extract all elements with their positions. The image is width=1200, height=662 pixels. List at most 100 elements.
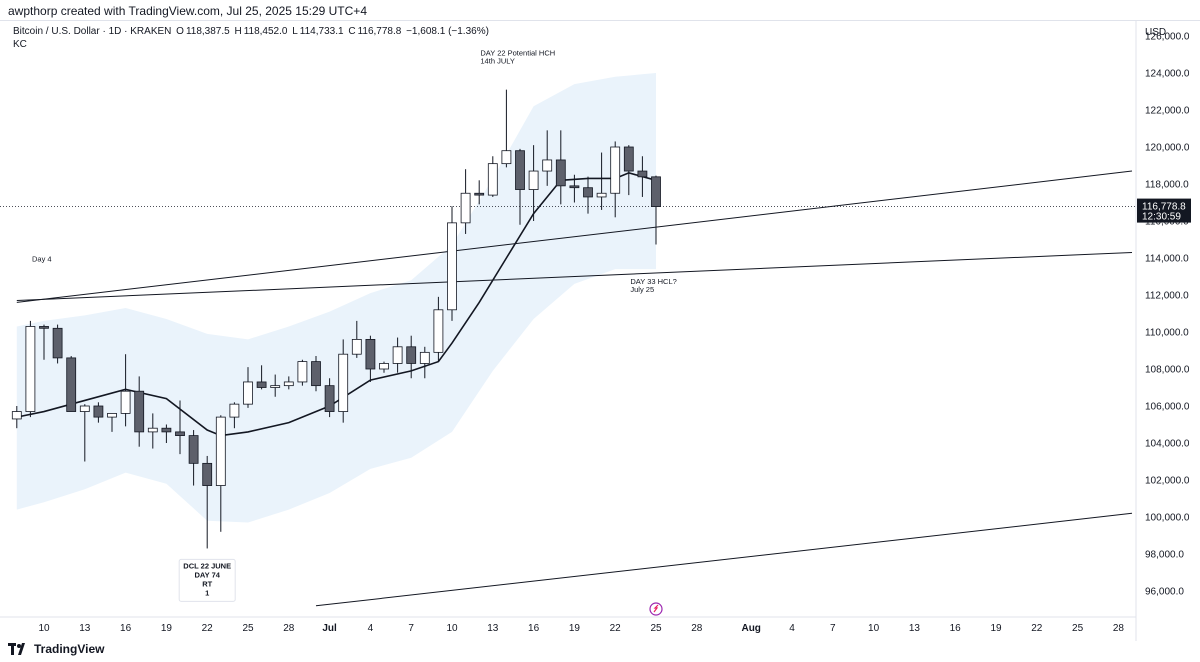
y-tick-label: 114,000.0 — [1145, 254, 1189, 265]
x-tick-label: 13 — [909, 623, 921, 634]
event-marker-icon — [649, 602, 663, 616]
candle-body-down — [651, 176, 661, 207]
x-tick-label: 13 — [79, 623, 91, 634]
trendline — [315, 512, 1133, 607]
symbol-label: Bitcoin / U.S. Dollar · 1D · KRAKEN — [13, 26, 172, 37]
x-tick-label: 7 — [408, 623, 414, 634]
annotation-text: 1 — [205, 588, 209, 597]
candle-body-up — [338, 353, 349, 412]
y-tick-label: 108,000.0 — [1145, 365, 1190, 376]
candle-body-up — [79, 405, 90, 412]
annotation-text: RT — [202, 579, 212, 588]
candle — [528, 145, 539, 221]
candle — [392, 337, 403, 373]
candle-body-down — [569, 185, 580, 189]
annotation-day4: Day 4 — [32, 255, 52, 264]
x-tick-label: 28 — [283, 623, 295, 634]
candle — [487, 156, 498, 197]
y-tick-label: 126,000.0 — [1145, 32, 1190, 43]
candle — [623, 145, 634, 196]
candle — [93, 402, 104, 423]
candle-body-down — [311, 361, 321, 387]
x-tick-label: 16 — [528, 623, 540, 634]
candle — [637, 156, 648, 197]
ohlc-legend[interactable]: Bitcoin / U.S. Dollar · 1D · KRAKEN O 118… — [13, 26, 491, 38]
annotation-text: July 25 — [630, 285, 654, 294]
tradingview-logo-icon — [8, 643, 25, 655]
close-value: 116,778.8 — [357, 26, 402, 37]
axis-layer: USD96,000.098,000.0100,000.0102,000.0104… — [0, 21, 1191, 641]
x-tick-label: 25 — [242, 623, 254, 634]
candle-body-up — [610, 146, 621, 194]
candle-body-up — [433, 309, 444, 353]
x-tick-label: 10 — [446, 623, 458, 634]
candle — [256, 365, 267, 390]
candle-body-up — [147, 427, 158, 433]
candle — [11, 406, 22, 429]
candle — [433, 296, 444, 362]
candle — [297, 359, 308, 386]
candle-body-down — [623, 146, 634, 172]
currency-label: USD — [1145, 27, 1166, 38]
candle — [39, 324, 49, 360]
low-label: L — [292, 26, 298, 37]
candle-body-up — [107, 412, 117, 418]
candle — [419, 346, 430, 379]
candle — [406, 335, 417, 379]
x-tick-label: 13 — [487, 623, 499, 634]
annotation-text: DAY 33 HCL? — [630, 277, 676, 286]
candle — [161, 424, 172, 443]
candle — [515, 148, 525, 225]
y-tick-label: 124,000.0 — [1145, 69, 1190, 80]
candle — [229, 402, 240, 429]
candle-body-down — [583, 187, 593, 198]
candle — [324, 378, 335, 418]
candle-body-up — [11, 411, 22, 420]
x-tick-label: 7 — [830, 623, 836, 634]
candle — [447, 206, 457, 321]
candle — [555, 130, 566, 205]
open-label: O — [176, 26, 184, 37]
candle — [175, 400, 185, 455]
candle — [107, 412, 117, 432]
x-tick-label: 10 — [38, 623, 50, 634]
candle — [338, 339, 349, 423]
candle — [25, 320, 36, 418]
candle — [542, 130, 553, 186]
candle-body-up — [447, 222, 457, 311]
candle — [202, 455, 213, 549]
low-value: 114,733.1 — [299, 26, 344, 37]
indicator-legend-kc[interactable]: KC — [13, 39, 27, 50]
x-tick-label: Aug — [741, 623, 760, 634]
candle-body-up — [283, 381, 294, 387]
candle-body-down — [66, 357, 77, 412]
candle — [501, 89, 512, 168]
candle-body-up — [501, 150, 512, 165]
x-tick-label: 22 — [610, 623, 622, 634]
y-tick-label: 118,000.0 — [1145, 180, 1189, 191]
close-label: C — [348, 26, 356, 37]
candle — [610, 141, 621, 218]
candle-body-down — [52, 327, 63, 359]
x-tick-label: 16 — [950, 623, 962, 634]
candle — [651, 175, 661, 245]
candle — [283, 376, 294, 390]
x-tick-label: 25 — [1072, 623, 1084, 634]
x-tick-label: 28 — [1113, 623, 1125, 634]
candle-body-up — [25, 326, 36, 412]
candle-body-down — [134, 390, 145, 433]
candle-body-up — [270, 385, 281, 388]
candle-body-up — [487, 163, 498, 196]
candle-body-down — [555, 159, 566, 187]
candle — [583, 176, 593, 214]
annotation-text: 14th JULY — [480, 56, 514, 65]
chart-frame: DAY 22 Potential HCH 14th JULY Day 4 DAY 33… — [0, 20, 1200, 641]
candle — [66, 356, 77, 412]
candle-body-down — [202, 462, 213, 486]
trendline — [16, 170, 1133, 303]
y-tick-label: 100,000.0 — [1145, 513, 1190, 524]
candle — [147, 413, 158, 449]
footer-brand[interactable]: TradingView — [8, 642, 104, 656]
x-tick-label: 4 — [789, 623, 795, 634]
